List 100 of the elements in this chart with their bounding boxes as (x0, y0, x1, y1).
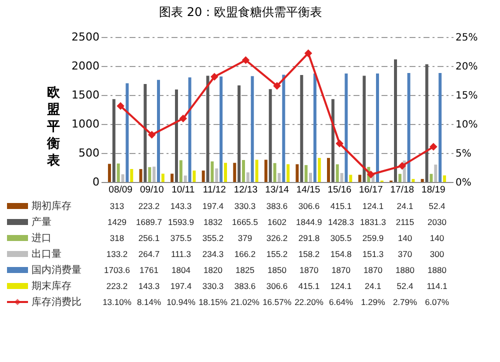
y2-tick-label: 10% (456, 120, 478, 130)
y-tick-label: 1500 (72, 88, 100, 102)
data-label: 155.2 (266, 249, 288, 259)
data-label: 1870 (364, 265, 383, 275)
bar (273, 163, 276, 182)
data-label: 1.29% (360, 297, 386, 307)
data-label: 52.4 (428, 201, 446, 211)
bar (268, 89, 272, 182)
data-label: 143.3 (170, 201, 192, 211)
data-label: 143.3 (138, 281, 160, 291)
data-label: 2.79% (392, 297, 418, 307)
data-label: 234.3 (202, 249, 224, 259)
bar (430, 174, 433, 182)
bar (139, 169, 142, 182)
y-tick-label: 1000 (72, 118, 100, 130)
data-label: 355.2 (202, 233, 224, 243)
x-tick-label: 08/09 (108, 184, 132, 196)
bar (215, 168, 218, 182)
x-tick-label: 12/13 (234, 184, 258, 196)
data-label: 415.1 (298, 281, 320, 291)
bar (349, 174, 352, 182)
y-tick-label: 2500 (72, 30, 100, 44)
data-label: 291.8 (298, 233, 320, 243)
data-label: 140 (398, 233, 412, 243)
bar (220, 76, 223, 182)
bar (362, 76, 366, 182)
bar (376, 74, 380, 182)
bar (174, 90, 178, 182)
data-label: 1761 (140, 265, 159, 275)
data-label: 133.2 (106, 249, 128, 259)
data-label: 52.4 (396, 281, 414, 291)
data-label: 21.02% (230, 297, 260, 307)
data-label: 1880 (428, 265, 447, 275)
data-label: 1850 (268, 265, 287, 275)
data-label: 114.1 (426, 281, 448, 291)
data-label: 1593.9 (168, 217, 194, 227)
bar (326, 158, 330, 182)
data-label: 415.1 (330, 201, 352, 211)
bar (331, 99, 334, 182)
data-label: 313 (110, 201, 124, 211)
y2-tick-label: 5% (456, 148, 472, 160)
data-label: 223.2 (138, 201, 160, 211)
x-tick-label: 16/17 (358, 184, 383, 196)
bar (250, 76, 254, 182)
data-label: 1820 (204, 265, 223, 275)
bar (264, 160, 268, 182)
x-tick-label: 15/16 (328, 184, 352, 196)
bar (206, 76, 210, 182)
bar (278, 173, 281, 182)
legend-label: 进口 (32, 232, 52, 244)
bar (179, 160, 182, 182)
x-tick-label: 10/11 (172, 184, 195, 196)
data-label: 1703.6 (104, 265, 130, 275)
data-label: 8.14% (136, 297, 162, 307)
data-label: 318 (110, 233, 124, 243)
data-label: 1832 (204, 217, 223, 227)
bar (282, 74, 286, 182)
legend-label: 期初库存 (32, 200, 72, 212)
y2-tick-label: 20% (456, 62, 478, 72)
bar (112, 99, 116, 182)
x-tick-label: 11/12 (202, 184, 226, 196)
x-tick-label: 18/19 (422, 184, 446, 196)
bar (407, 72, 410, 182)
data-label: 1831.3 (360, 217, 386, 227)
data-label: 375.5 (170, 233, 192, 243)
bar (434, 164, 438, 182)
data-label: 2030 (428, 217, 447, 227)
point (179, 114, 188, 122)
bar (184, 176, 187, 182)
bar (242, 160, 245, 182)
point (273, 82, 281, 90)
data-label: 6.07% (424, 297, 450, 307)
data-label: 1870 (332, 265, 351, 275)
point (304, 49, 312, 58)
point (430, 142, 438, 151)
data-label: 1665.5 (232, 217, 258, 227)
y2-tick-label: 15% (456, 90, 478, 102)
point (242, 56, 250, 64)
bar (438, 72, 442, 182)
bar (309, 172, 312, 182)
bar (156, 80, 160, 182)
bar (161, 174, 164, 182)
data-label: 6.64% (328, 297, 354, 307)
data-label: 10.94% (166, 297, 196, 307)
x-tick-label: 13/14 (265, 184, 289, 196)
bar (300, 74, 304, 182)
bar (126, 83, 129, 182)
bar (318, 158, 321, 182)
y-axis-title: 欧盟平衡表 (46, 86, 61, 168)
point (398, 162, 406, 170)
bar (340, 173, 344, 182)
chart-title: 图表 20：欧盟食糖供需平衡表 (159, 5, 322, 19)
data-label: 111.3 (170, 249, 192, 259)
data-label: 383.6 (234, 281, 256, 291)
data-label: 1880 (396, 265, 415, 275)
y2-tick-label: 25% (456, 32, 478, 44)
data-label: 158.2 (298, 249, 320, 259)
x-tick-label: 17/18 (390, 184, 414, 196)
data-label: 140 (430, 233, 444, 243)
bar (202, 170, 205, 182)
